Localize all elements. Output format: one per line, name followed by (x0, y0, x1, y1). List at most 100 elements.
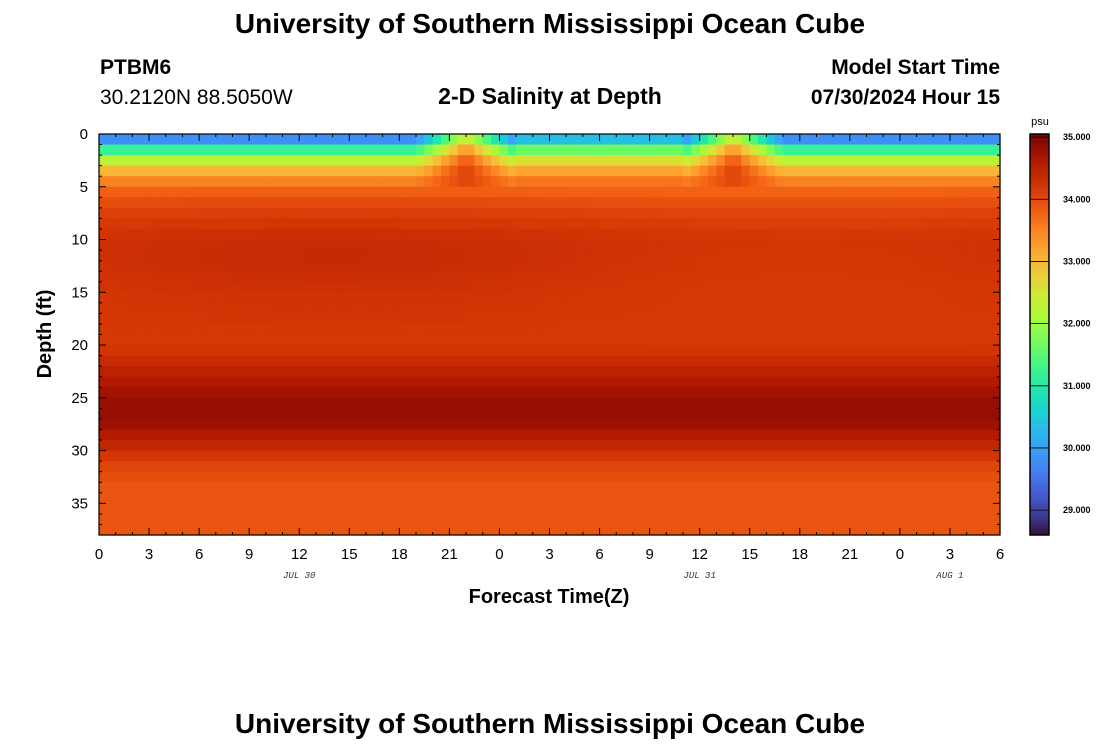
heatmap-cell (382, 408, 392, 420)
heatmap-cell (833, 334, 843, 346)
heatmap-cell (491, 471, 501, 483)
heatmap-cell (199, 418, 209, 431)
heatmap-cell (399, 366, 409, 378)
heatmap-cell (416, 281, 425, 293)
heatmap-cell (374, 271, 384, 283)
heatmap-cell (249, 461, 259, 473)
heatmap-cell (357, 228, 367, 241)
heatmap-cell (916, 429, 926, 441)
heatmap-cell (332, 260, 342, 272)
heatmap-cell (741, 281, 751, 293)
heatmap-cell (991, 239, 1001, 251)
heatmap-cell (599, 260, 609, 272)
heatmap-cell (607, 418, 617, 431)
heatmap-cell (916, 302, 926, 314)
heatmap-cell (282, 144, 292, 156)
heatmap-cell (107, 250, 117, 262)
heatmap-cell (849, 271, 859, 283)
heatmap-cell (824, 482, 834, 494)
heatmap-cell (132, 271, 142, 283)
heatmap-cell (532, 524, 542, 536)
heatmap-cell (983, 345, 993, 357)
heatmap-cell (240, 471, 250, 483)
heatmap-cell (582, 355, 592, 367)
heatmap-cell (966, 155, 976, 167)
heatmap-cell (874, 503, 884, 515)
heatmap-cell (449, 387, 459, 399)
heatmap-cell (357, 271, 367, 283)
heatmap-cell (190, 387, 200, 399)
heatmap-cell (516, 207, 526, 220)
heatmap-cell (332, 176, 342, 188)
heatmap-cell (733, 440, 742, 452)
heatmap-cell (441, 387, 450, 399)
heatmap-cell (791, 503, 801, 515)
heatmap-cell (691, 155, 701, 167)
heatmap-cell (532, 134, 542, 146)
heatmap-cell (174, 366, 184, 378)
heatmap-cell (891, 366, 901, 378)
heatmap-cell (541, 155, 551, 167)
heatmap-cell (691, 450, 701, 462)
heatmap-cell (858, 281, 868, 293)
heatmap-cell (449, 302, 459, 314)
heatmap-cell (299, 345, 309, 357)
heatmap-cell (224, 471, 234, 483)
heatmap-cell (716, 302, 726, 314)
heatmap-cell (257, 134, 267, 146)
heatmap-cell (616, 429, 626, 441)
heatmap-cell (858, 323, 868, 336)
heatmap-cell (290, 503, 300, 515)
heatmap-cell (699, 134, 709, 146)
heatmap-cell (924, 250, 934, 262)
heatmap-cell (499, 366, 509, 378)
heatmap-cell (449, 292, 459, 304)
heatmap-cell (941, 503, 951, 515)
heatmap-cell (724, 418, 734, 431)
heatmap-cell (257, 323, 267, 336)
heatmap-cell (499, 155, 509, 167)
heatmap-cell (449, 440, 459, 452)
heatmap-cell (808, 366, 818, 378)
heatmap-cell (724, 503, 734, 515)
heatmap-cell (224, 440, 234, 452)
heatmap-cell (365, 323, 375, 336)
heatmap-cell (691, 461, 701, 473)
heatmap-cell (849, 250, 859, 262)
heatmap-cell (716, 397, 726, 409)
heatmap-cell (883, 334, 893, 346)
heatmap-cell (749, 524, 759, 536)
heatmap-cell (983, 155, 993, 167)
heatmap-cell (199, 155, 209, 167)
heatmap-cell (474, 429, 484, 441)
heatmap-cell (599, 134, 609, 146)
heatmap-cell (974, 418, 984, 431)
heatmap-cell (357, 397, 367, 409)
heatmap-cell (924, 450, 934, 462)
heatmap-cell (799, 218, 809, 230)
heatmap-cell (924, 260, 934, 272)
heatmap-cell (290, 397, 300, 409)
heatmap-cell (933, 134, 943, 146)
heatmap-cell (115, 144, 125, 156)
heatmap-cell (207, 334, 217, 346)
heatmap-cell (849, 376, 859, 388)
y-tick-label: 25 (71, 390, 88, 407)
heatmap-cell (733, 513, 742, 526)
heatmap-cell (891, 302, 901, 314)
heatmap-cell (157, 345, 167, 357)
heatmap-cell (657, 144, 667, 156)
heatmap-cell (399, 302, 409, 314)
heatmap-cell (449, 165, 459, 177)
heatmap-cell (833, 450, 843, 462)
heatmap-cell (107, 461, 117, 473)
heatmap-cell (174, 155, 184, 167)
colorbar-tick-label: 33.000 (1063, 256, 1091, 266)
heatmap-cell (524, 471, 534, 483)
heatmap-cell (449, 345, 459, 357)
heatmap-cell (749, 461, 759, 473)
heatmap-cell (874, 186, 884, 198)
heatmap-cell (324, 292, 334, 304)
heatmap-cell (958, 134, 968, 146)
heatmap-cell (149, 271, 158, 283)
